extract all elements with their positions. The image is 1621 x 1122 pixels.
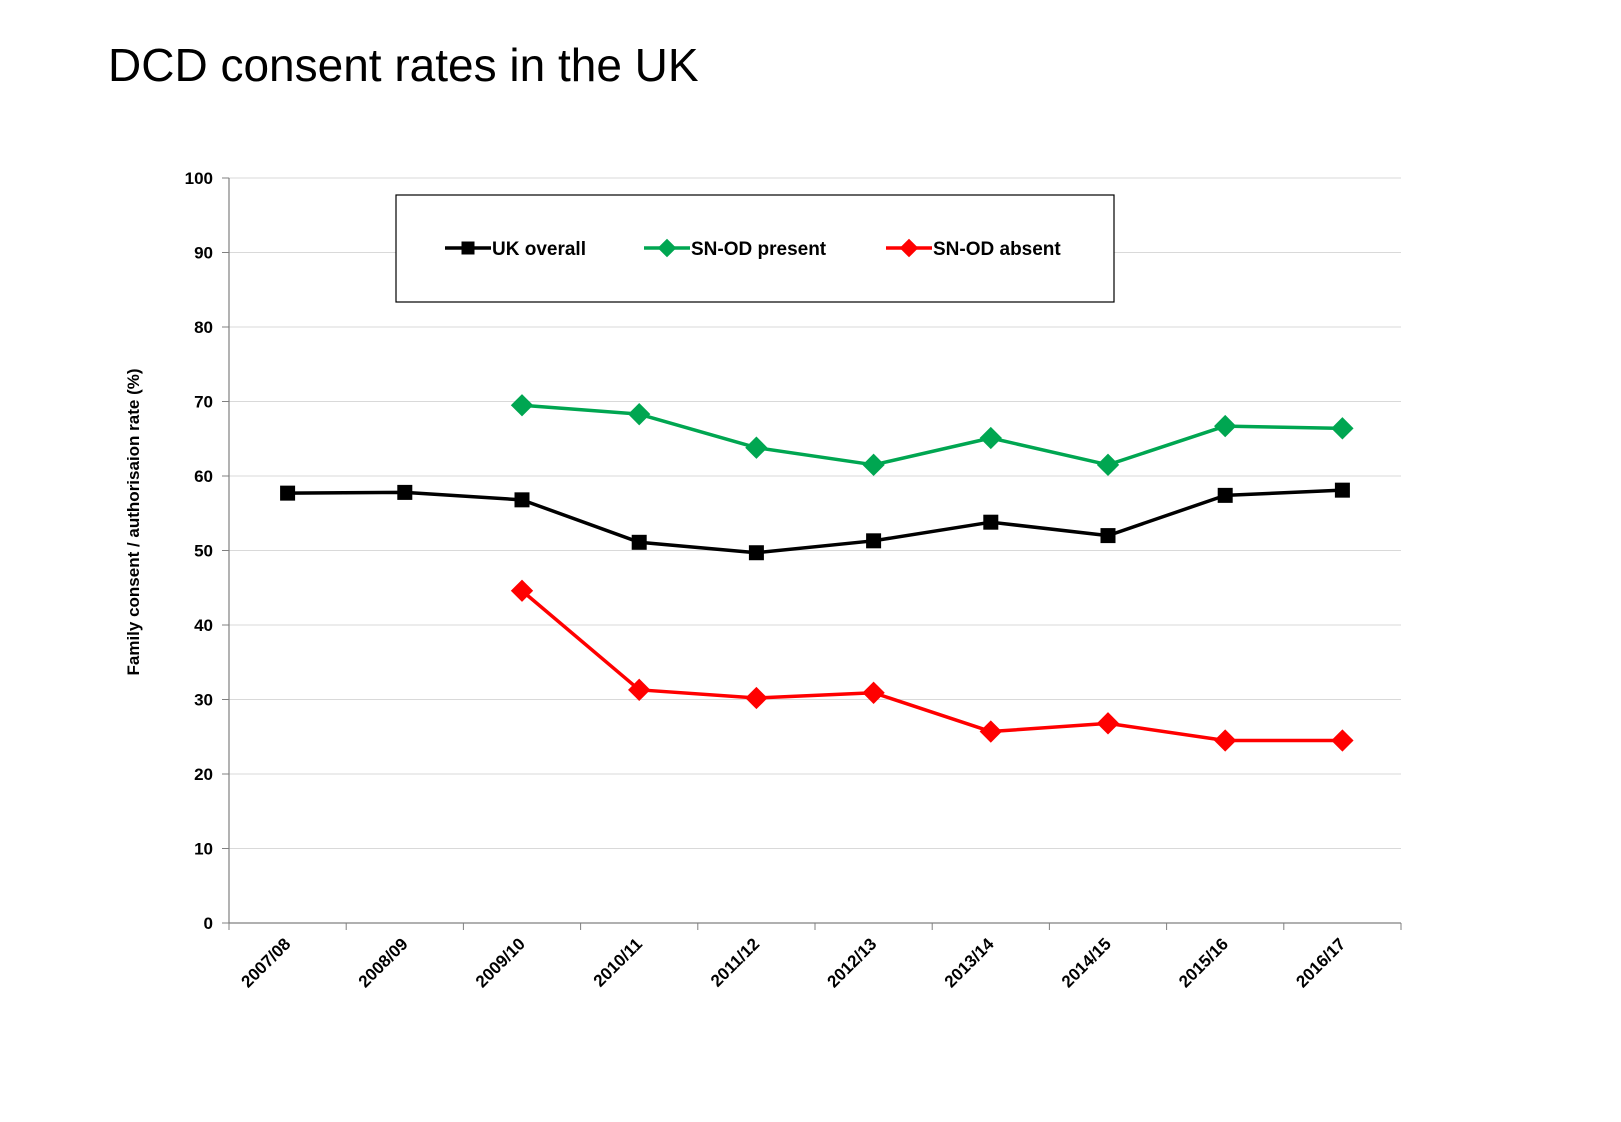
data-point bbox=[745, 436, 768, 459]
legend-marker bbox=[899, 238, 919, 258]
series-line bbox=[287, 488, 1343, 555]
legend-item: UK overall bbox=[445, 239, 586, 260]
data-point bbox=[631, 534, 647, 550]
data-point bbox=[1331, 729, 1354, 752]
data-point bbox=[866, 533, 882, 549]
data-point bbox=[397, 484, 413, 500]
chart-title: DCD consent rates in the UK bbox=[108, 39, 699, 91]
series-line bbox=[520, 589, 1343, 743]
data-point bbox=[514, 492, 530, 508]
legend-item: SN-OD absent bbox=[886, 238, 1061, 260]
data-series bbox=[280, 394, 1354, 752]
x-tick-label: 2013/14 bbox=[941, 934, 998, 991]
data-point bbox=[280, 485, 296, 501]
y-tick-label: 90 bbox=[194, 244, 213, 263]
data-point bbox=[1096, 453, 1120, 476]
data-point bbox=[748, 545, 764, 561]
y-tick-label: 60 bbox=[194, 467, 213, 486]
y-tick-label: 10 bbox=[194, 840, 213, 859]
data-point bbox=[1214, 729, 1237, 752]
x-tick-label: 2010/11 bbox=[590, 934, 646, 990]
data-point bbox=[1334, 482, 1350, 498]
series-sn-od-present bbox=[510, 394, 1354, 476]
data-point bbox=[862, 453, 885, 476]
data-point bbox=[983, 514, 999, 530]
series-uk-overall bbox=[280, 482, 1350, 561]
y-tick-label: 70 bbox=[194, 393, 213, 412]
y-tick-label: 100 bbox=[185, 169, 213, 188]
legend-label: SN-OD present bbox=[691, 239, 827, 260]
x-tick-labels: 2007/08 2008/09 2009/10 2010/11 2011/12 2012/… bbox=[238, 934, 1350, 991]
x-tick-label: 2007/08 bbox=[238, 934, 295, 991]
legend-label: SN-OD absent bbox=[933, 239, 1061, 260]
x-tick-label: 2011/12 bbox=[707, 934, 763, 990]
data-point bbox=[628, 403, 651, 426]
data-point bbox=[510, 579, 534, 602]
y-tick-label: 80 bbox=[194, 318, 213, 337]
y-tick-label: 40 bbox=[194, 616, 213, 635]
data-point bbox=[1331, 417, 1354, 440]
series-line bbox=[521, 403, 1343, 467]
y-axis-label: Family consent / authorisaion rate (%) bbox=[124, 368, 143, 675]
x-tick-label: 2009/10 bbox=[472, 934, 529, 991]
data-point bbox=[745, 686, 768, 710]
x-tick-label: 2016/17 bbox=[1292, 934, 1349, 991]
legend-marker bbox=[461, 241, 475, 255]
data-point bbox=[862, 681, 885, 704]
y-tick-label: 50 bbox=[194, 542, 213, 561]
x-tick-label: 2014/15 bbox=[1058, 934, 1115, 991]
y-tick-label: 0 bbox=[204, 914, 213, 933]
axes bbox=[222, 177, 1402, 930]
data-point bbox=[1214, 414, 1237, 438]
data-point bbox=[1217, 487, 1233, 503]
data-point bbox=[628, 678, 651, 701]
legend: UK overall SN-OD present SN-OD absent bbox=[395, 194, 1115, 303]
y-tick-labels: 0 10 20 30 40 50 60 70 80 90 100 bbox=[185, 169, 213, 933]
series-sn-od-absent bbox=[510, 579, 1354, 752]
x-tick-label: 2015/16 bbox=[1175, 934, 1232, 991]
x-tick-label: 2008/09 bbox=[355, 934, 412, 991]
data-point bbox=[1096, 712, 1120, 735]
legend-marker bbox=[657, 238, 677, 258]
data-point bbox=[979, 426, 1002, 450]
data-point bbox=[1100, 528, 1116, 544]
data-point bbox=[979, 720, 1002, 743]
y-tick-label: 20 bbox=[194, 765, 213, 784]
data-point bbox=[510, 394, 534, 417]
legend-label: UK overall bbox=[492, 239, 586, 260]
legend-box bbox=[395, 194, 1115, 303]
legend-item: SN-OD present bbox=[644, 238, 827, 260]
x-tick-label: 2012/13 bbox=[824, 934, 881, 991]
y-tick-label: 30 bbox=[194, 691, 213, 710]
